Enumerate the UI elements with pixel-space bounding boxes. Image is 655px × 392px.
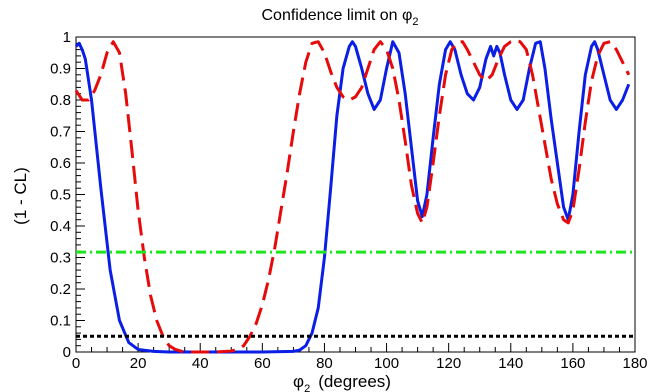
y-tick-label: 0.1 [50,313,71,330]
x-tick-label: 180 [622,355,647,372]
y-axis-title: (1 - CL) [11,167,30,225]
y-tick-label: 0 [63,344,71,361]
x-tick-label: 20 [130,355,147,372]
x-tick-label: 100 [374,355,399,372]
x-axis-title-sub: 2 [304,383,310,392]
x-tick-label: 60 [254,355,271,372]
x-tick-label: 80 [316,355,333,372]
x-axis-title-symbol: φ [293,372,304,391]
y-axis-ticks: 0 0.1 0.2 0.3 0.4 0.5 0.6 0.7 0.8 0.9 1 [50,29,85,361]
y-tick-label: 0.5 [50,187,71,204]
x-tick-label: 0 [72,355,80,372]
y-tick-label: 0.2 [50,281,71,298]
y-tick-label: 0.6 [50,155,71,172]
y-tick-label: 0.4 [50,218,71,235]
chart-title: Confidence limit on φ2 [261,7,418,28]
x-tick-label: 120 [436,355,461,372]
plot-frame [75,36,636,353]
dashed-red-curve [74,38,631,354]
x-axis-ticks: 0 20 40 60 80 100 120 140 160 180 [72,343,648,372]
series-layer [74,38,635,354]
x-tick-label: 40 [192,355,209,372]
y-tick-label: 0.7 [50,124,71,141]
plot-area: 0 20 40 60 80 100 120 140 160 180 0 0.1 0.2 0.3 0.4 0.… [50,29,647,372]
y-tick-label: 0.9 [50,61,71,78]
y-tick-label: 0.8 [50,92,71,109]
x-tick-label: 140 [498,355,523,372]
x-axis-title-rest: (degrees) [318,372,391,391]
y-tick-label: 1 [63,29,71,46]
x-tick-label: 160 [560,355,585,372]
solid-blue-curve [74,40,631,354]
chart-title-sub: 2 [412,16,418,28]
x-axis-title: φ2 (degrees) [293,372,391,392]
y-tick-label: 0.3 [50,250,71,267]
chart-title-main: Confidence limit on φ [261,7,412,24]
